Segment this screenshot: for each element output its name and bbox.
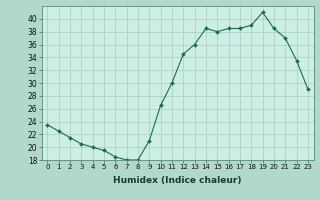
X-axis label: Humidex (Indice chaleur): Humidex (Indice chaleur) xyxy=(113,176,242,185)
